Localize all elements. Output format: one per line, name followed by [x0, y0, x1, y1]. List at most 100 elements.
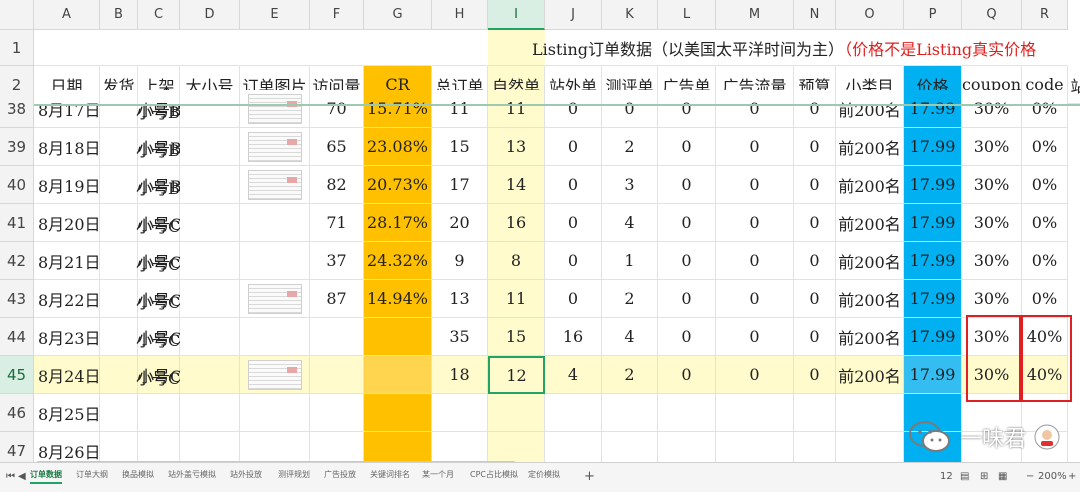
- data-cell: [100, 242, 138, 280]
- row-number-45[interactable]: 45: [0, 356, 34, 394]
- first-sheet-icon[interactable]: ⏮: [6, 471, 15, 482]
- data-cell: 0%: [1022, 90, 1068, 128]
- sheet-tab[interactable]: 站外投放: [230, 470, 262, 479]
- data-cell: [364, 318, 432, 356]
- row-number-43[interactable]: 43: [0, 280, 34, 318]
- row-number-38[interactable]: 38: [0, 90, 34, 128]
- row-number-41[interactable]: 41: [0, 204, 34, 242]
- zoom-in-button[interactable]: +: [1068, 471, 1077, 482]
- data-cell: 小号C: [138, 280, 182, 318]
- row-number-40[interactable]: 40: [0, 166, 34, 204]
- data-cell: 65: [310, 128, 364, 166]
- data-cell: [310, 394, 364, 432]
- column-header-i[interactable]: I: [488, 0, 545, 30]
- order-image-thumbnail[interactable]: [248, 170, 302, 200]
- view-layout-icon[interactable]: ▦: [998, 471, 1008, 482]
- data-cell: 0: [794, 204, 836, 242]
- order-image-thumbnail[interactable]: [248, 94, 302, 124]
- title-row-cell: [310, 30, 364, 66]
- column-header-b[interactable]: B: [100, 0, 138, 30]
- data-cell: [364, 432, 432, 462]
- data-cell: 0: [716, 242, 794, 280]
- data-cell: 40%: [1022, 318, 1068, 356]
- data-cell: 17.99: [904, 356, 962, 394]
- data-cell: 0: [545, 280, 602, 318]
- sheet-tab[interactable]: 广告投放: [324, 470, 356, 479]
- data-cell: 4: [602, 204, 658, 242]
- row-number-46[interactable]: 46: [0, 394, 34, 432]
- data-cell: 2: [602, 128, 658, 166]
- data-cell: [488, 394, 545, 432]
- header-cell: 站: [1068, 66, 1080, 104]
- column-header-r[interactable]: R: [1022, 0, 1068, 30]
- sheet-tab[interactable]: 关键词排名: [370, 470, 410, 479]
- data-cell: [794, 394, 836, 432]
- data-cell: 0: [716, 166, 794, 204]
- sheet-tab[interactable]: 订单大纲: [76, 470, 108, 479]
- column-header-h[interactable]: H: [432, 0, 488, 30]
- data-cell: [180, 394, 240, 432]
- data-cell: [658, 394, 716, 432]
- view-page-icon[interactable]: ⊞: [980, 471, 989, 482]
- data-cell: 0: [716, 90, 794, 128]
- data-cell: 30%: [962, 356, 1022, 394]
- column-header-p[interactable]: P: [904, 0, 962, 30]
- column-header-a[interactable]: A: [34, 0, 100, 30]
- data-cell: [240, 432, 310, 462]
- data-cell: [100, 204, 138, 242]
- column-header-e[interactable]: E: [240, 0, 310, 30]
- add-sheet-button[interactable]: +: [584, 469, 595, 484]
- order-image-thumbnail[interactable]: [248, 284, 302, 314]
- data-cell: 30%: [962, 128, 1022, 166]
- sheet-tab[interactable]: 订单数据: [30, 469, 62, 484]
- zoom-level[interactable]: 200%: [1038, 471, 1067, 482]
- title-row-cell: [794, 30, 836, 66]
- data-cell: 前200名: [836, 242, 904, 280]
- sheet-tab[interactable]: 定价模拟: [528, 470, 560, 479]
- date-cell: 8月24日: [34, 356, 100, 394]
- title-row-cell: [962, 30, 1022, 66]
- row-number-47[interactable]: 47: [0, 432, 34, 462]
- row-number-39[interactable]: 39: [0, 128, 34, 166]
- column-header-j[interactable]: J: [545, 0, 602, 30]
- column-header-d[interactable]: D: [180, 0, 240, 30]
- active-cell[interactable]: 12: [488, 356, 545, 394]
- data-cell: 15: [488, 318, 545, 356]
- prev-sheet-icon[interactable]: ◀: [18, 471, 26, 482]
- column-header-c[interactable]: C: [138, 0, 180, 30]
- row-number-42[interactable]: 42: [0, 242, 34, 280]
- data-cell: [100, 318, 138, 356]
- data-cell: 前200名: [836, 280, 904, 318]
- watermark: 一味君: [908, 420, 1060, 454]
- data-cell: 0: [794, 128, 836, 166]
- view-normal-icon[interactable]: ▤: [960, 471, 970, 482]
- sheet-tab[interactable]: 站外盖亏模拟: [168, 470, 216, 479]
- order-image-thumbnail[interactable]: [248, 360, 302, 390]
- zoom-out-button[interactable]: −: [1026, 471, 1035, 482]
- title-row-cell: [602, 30, 658, 66]
- account-label: 小号C: [136, 255, 180, 274]
- title-row-cell: [364, 30, 432, 66]
- column-header-o[interactable]: O: [836, 0, 904, 30]
- column-header-g[interactable]: G: [364, 0, 432, 30]
- data-cell: 23.08%: [364, 128, 432, 166]
- title-row-cell: [904, 30, 962, 66]
- row-number-44[interactable]: 44: [0, 318, 34, 356]
- order-image-thumbnail[interactable]: [248, 132, 302, 162]
- column-header-l[interactable]: L: [658, 0, 716, 30]
- column-header-n[interactable]: N: [794, 0, 836, 30]
- sheet-tab[interactable]: 某一个月: [422, 470, 454, 479]
- sheet-tab[interactable]: 测评规划: [278, 470, 310, 479]
- column-header-m[interactable]: M: [716, 0, 794, 30]
- column-header-q[interactable]: Q: [962, 0, 1022, 30]
- row-number-1[interactable]: 1: [0, 30, 34, 66]
- select-all-corner[interactable]: [0, 0, 34, 30]
- data-cell: 4: [602, 318, 658, 356]
- sheet-tab[interactable]: CPC占比模拟: [470, 470, 518, 479]
- column-header-k[interactable]: K: [602, 0, 658, 30]
- sheet-tab[interactable]: 换品模拟: [122, 470, 154, 479]
- column-header-f[interactable]: F: [310, 0, 364, 30]
- data-cell: [100, 356, 138, 394]
- data-cell: [180, 242, 240, 280]
